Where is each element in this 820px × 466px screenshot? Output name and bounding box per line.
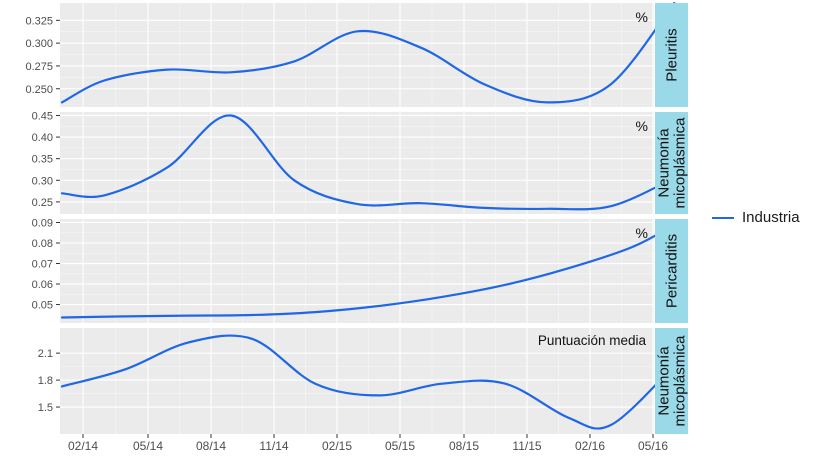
- panel-background: [60, 328, 654, 434]
- x-tick-label: 11/15: [512, 439, 541, 453]
- y-tick-label: 0.25: [32, 197, 53, 209]
- y-tick-label: 0.300: [25, 38, 53, 50]
- facet-strip-line: Neumonía: [656, 346, 673, 416]
- series-line-industria: [60, 1, 676, 104]
- facet-strip: [655, 3, 688, 107]
- panel-unit-label: Puntuación media: [538, 333, 647, 348]
- panel-unit-label: %: [636, 9, 648, 25]
- facet-strip: [655, 219, 688, 323]
- y-tick-label: 1.8: [38, 375, 53, 387]
- y-tick-label: 0.30: [32, 175, 53, 187]
- y-tick-label: 0.35: [32, 154, 53, 166]
- facet-strip-label: Neumoníamicoplásmica: [656, 335, 689, 427]
- panel-3: 0.09 0.08 0.07 0.06 0.05% Pericarditis: [32, 217, 688, 323]
- x-tick-label: 02/14: [68, 439, 98, 453]
- facet-strip-label: Neumoníamicoplásmica: [656, 117, 689, 209]
- x-tick-label: 05/14: [133, 439, 163, 453]
- panel-1: 0.325 0.300 0.275 0.250% Pleuritis: [25, 1, 688, 107]
- y-tick-label: 0.07: [32, 259, 53, 271]
- y-tick-label: 2.1: [38, 348, 53, 360]
- facet-strip-label: Pericarditis: [664, 234, 681, 308]
- y-tick-label: 0.325: [25, 15, 53, 27]
- facet-strip: [655, 328, 688, 434]
- x-tick-label: 02/16: [575, 439, 605, 453]
- facet-strip-label: Pleuritis: [664, 28, 681, 81]
- legend-key-industria: [712, 216, 734, 219]
- facet-strip-line: Pericarditis: [664, 234, 681, 308]
- y-tick-label: 0.45: [32, 110, 53, 122]
- panel-background: [60, 3, 654, 107]
- legend-label-industria: Industria: [742, 209, 800, 226]
- y-tick-label: 0.09: [32, 217, 53, 229]
- panel-2: 0.45 0.40 0.35 0.30 0.25% Neumoníamicoplásmic…: [32, 110, 689, 214]
- panel-unit-label: %: [636, 118, 648, 134]
- y-tick-label: 0.275: [25, 61, 53, 73]
- x-tick-label: 11/14: [259, 439, 288, 453]
- series-line-industria: [60, 223, 676, 319]
- panel-unit-label: %: [636, 225, 648, 241]
- y-tick-label: 1.5: [38, 402, 53, 414]
- series-line-industria: [60, 114, 676, 211]
- x-tick-label: 02/15: [322, 439, 352, 453]
- series-line-industria: [60, 334, 676, 430]
- panel-background: [60, 219, 654, 323]
- facet-strip-line: micoplásmica: [672, 117, 689, 209]
- facet-strip-line: Pleuritis: [664, 28, 681, 81]
- x-tick-label: 05/16: [638, 439, 668, 453]
- x-tick-label: 08/14: [196, 439, 226, 453]
- y-tick-label: 0.250: [25, 84, 53, 96]
- y-tick-label: 0.05: [32, 300, 53, 312]
- facet-strip-line: micoplásmica: [672, 335, 689, 427]
- y-tick-label: 0.08: [32, 238, 53, 250]
- facet-strip-line: Neumonía: [656, 128, 673, 198]
- legend: Industria: [712, 209, 800, 226]
- panel-background: [60, 112, 654, 214]
- y-tick-label: 0.06: [32, 279, 53, 291]
- panel-4: 2.1 1.8 1.5 Puntuación media Neumoníamicoplá…: [38, 328, 689, 434]
- y-tick-label: 0.40: [32, 132, 53, 144]
- x-tick-label: 05/15: [385, 439, 415, 453]
- x-tick-label: 08/15: [449, 439, 479, 453]
- facet-strip: [655, 112, 688, 214]
